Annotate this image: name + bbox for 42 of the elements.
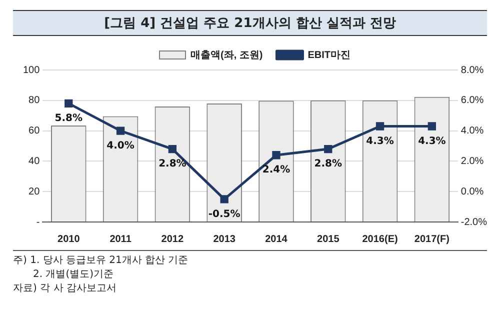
point	[272, 151, 280, 160]
y-tick-label: 80	[28, 95, 40, 106]
data-label: 2.4%	[262, 164, 290, 176]
chart-title: [그림 4] 건설업 주요 21개사의 합산 실적과 전망	[13, 10, 487, 36]
y2-tick-label: -2.0%	[460, 216, 488, 228]
x-tick-label: 2012	[161, 234, 184, 245]
x-tick-label: 2014	[265, 234, 288, 245]
y-tick-label: 40	[28, 156, 40, 167]
legend-label: EBIT마진	[308, 50, 350, 61]
point	[428, 122, 436, 130]
data-label: 5.8%	[54, 113, 82, 124]
x-tick-label: 2013	[213, 234, 236, 245]
point	[324, 144, 332, 154]
text: 주) 1. 당사 등급보유 21개사 합산 기준	[13, 254, 190, 268]
y-tick-label: 100	[22, 64, 40, 76]
x-tick-label: 2010	[58, 234, 80, 245]
y2-tick-label: 6.0%	[460, 95, 484, 106]
legend-label: 매출액(좌, 조원)	[190, 50, 263, 61]
text: 2. 개별(별도)기준	[32, 268, 115, 282]
data-label: 4.0%	[106, 140, 134, 152]
data-label: 4.3%	[418, 136, 446, 147]
point	[220, 195, 228, 204]
data-label: 4.3%	[366, 136, 394, 147]
y2-tick-label: 2.0%	[460, 156, 484, 167]
y-tick-label: 60	[28, 126, 40, 137]
y2-tick-label: 4.0%	[460, 126, 484, 137]
x-tick-label: 2016(E)	[362, 234, 398, 245]
y-tick-label: 20	[28, 186, 40, 198]
data-label: 2.8%	[158, 158, 186, 170]
y2-tick-label: 0.0%	[460, 186, 484, 198]
text: 자료) 각 사 감사보고서	[13, 282, 118, 296]
point	[376, 122, 384, 130]
y2-tick-label: 8.0%	[460, 64, 484, 76]
data-label: 2.8%	[314, 158, 342, 170]
point	[64, 99, 73, 108]
point	[168, 144, 177, 154]
data-label: -0.5%	[208, 208, 240, 220]
x-tick-label: 2017(F)	[414, 234, 450, 245]
x-tick-label: 2011	[110, 234, 132, 245]
point	[116, 126, 125, 135]
x-tick-label: 2015	[317, 234, 340, 245]
y-tick-label: -	[36, 216, 40, 228]
